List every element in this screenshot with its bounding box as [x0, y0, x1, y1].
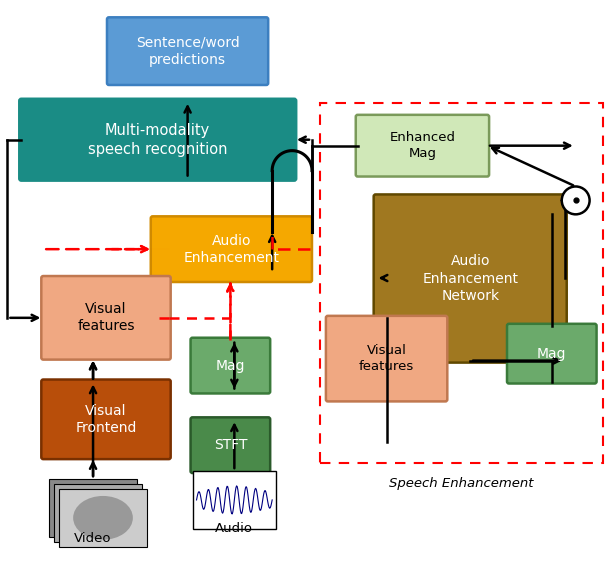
Text: Multi-modality
speech recognition: Multi-modality speech recognition — [88, 123, 227, 157]
FancyBboxPatch shape — [107, 18, 268, 85]
Bar — [320, 103, 602, 463]
FancyBboxPatch shape — [374, 195, 567, 363]
FancyBboxPatch shape — [326, 316, 448, 401]
Text: Audio
Enhancement: Audio Enhancement — [184, 234, 279, 265]
Text: Visual
features: Visual features — [77, 302, 134, 333]
FancyBboxPatch shape — [20, 99, 296, 181]
Bar — [59, 489, 147, 547]
Text: Mag: Mag — [537, 346, 567, 361]
FancyBboxPatch shape — [151, 216, 312, 282]
FancyBboxPatch shape — [41, 276, 171, 359]
Bar — [49, 479, 137, 537]
Circle shape — [562, 186, 589, 215]
Text: Video: Video — [74, 532, 112, 545]
Bar — [193, 471, 276, 529]
Bar — [54, 484, 142, 542]
FancyBboxPatch shape — [190, 417, 270, 473]
Text: Enhanced
Mag: Enhanced Mag — [389, 131, 456, 160]
Ellipse shape — [73, 496, 133, 540]
FancyBboxPatch shape — [507, 324, 597, 384]
FancyBboxPatch shape — [41, 380, 171, 459]
Text: Visual
Frontend: Visual Frontend — [76, 404, 137, 435]
Text: STFT: STFT — [214, 438, 247, 452]
Text: Speech Enhancement: Speech Enhancement — [389, 477, 534, 490]
Text: Audio
Enhancement
Network: Audio Enhancement Network — [422, 254, 518, 303]
Text: Audio: Audio — [216, 522, 254, 535]
FancyBboxPatch shape — [356, 115, 489, 177]
Text: Sentence/word
predictions: Sentence/word predictions — [136, 36, 239, 67]
Text: Visual
features: Visual features — [359, 344, 414, 373]
Text: Mag: Mag — [216, 359, 245, 372]
FancyBboxPatch shape — [190, 338, 270, 393]
